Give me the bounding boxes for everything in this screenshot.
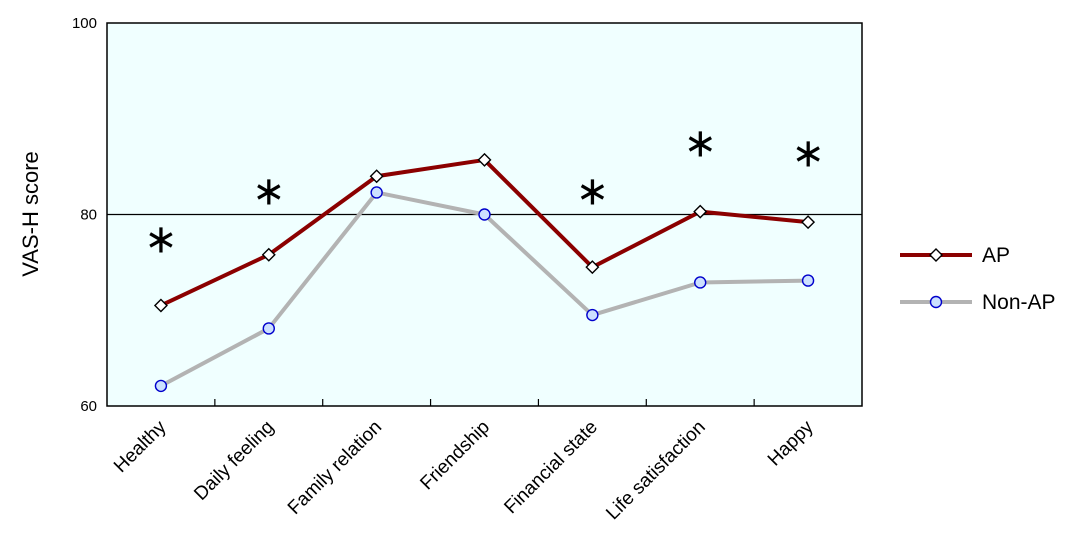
data-point-ap: [801, 215, 816, 230]
y-axis-title: VAS-H score: [18, 151, 43, 277]
x-category-label: Life satisfaction: [602, 417, 709, 524]
data-point-non-ap: [154, 379, 168, 393]
data-point-ap: [585, 260, 600, 275]
data-point-ap: [261, 247, 276, 262]
data-point-non-ap: [694, 276, 707, 289]
legend: AP Non-AP: [900, 244, 1056, 314]
legend-marker-non-ap: [929, 295, 943, 309]
x-category-label: Family relation: [284, 417, 386, 519]
legend-label-ap: AP: [982, 244, 1010, 267]
x-category-label: Friendship: [416, 417, 494, 495]
x-category-label: Happy: [764, 416, 818, 470]
significance-star: ∗: [683, 121, 717, 167]
data-point-ap: [153, 298, 168, 313]
legend-marker-ap: [929, 248, 943, 262]
data-point-non-ap: [478, 208, 491, 221]
data-point-non-ap: [586, 308, 599, 322]
x-axis-ticks: Healthy Daily feeling Family relation Frien…: [110, 399, 818, 524]
significance-markers: ∗ ∗ ∗ ∗ ∗: [144, 121, 825, 263]
x-category-label: Financial state: [500, 417, 601, 518]
data-point-ap: [369, 169, 384, 184]
legend-label-non-ap: Non-AP: [982, 291, 1056, 314]
y-axis-ticks: 60 80 100: [72, 15, 97, 415]
data-point-non-ap: [370, 186, 383, 199]
y-tick-label: 60: [80, 398, 97, 415]
significance-star: ∗: [576, 169, 610, 215]
y-tick-label: 80: [80, 207, 97, 224]
x-category-label: Daily feeling: [190, 417, 278, 505]
x-category-label: Healthy: [110, 416, 171, 477]
significance-star: ∗: [144, 216, 178, 262]
data-point-ap: [477, 152, 492, 167]
significance-star: ∗: [791, 130, 825, 176]
data-point-non-ap: [262, 322, 275, 335]
data-point-non-ap: [801, 274, 815, 287]
data-point-ap: [693, 204, 708, 219]
series-layer: [153, 152, 816, 393]
y-tick-label: 100: [72, 15, 97, 32]
significance-star: ∗: [252, 169, 286, 215]
